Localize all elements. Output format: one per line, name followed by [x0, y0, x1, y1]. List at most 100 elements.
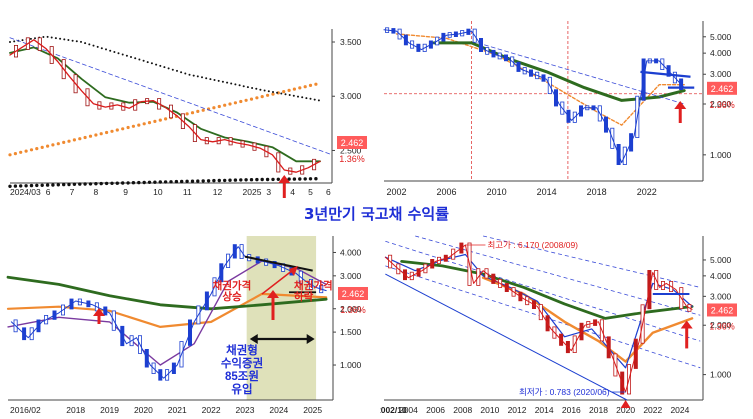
ma-long-dot	[192, 74, 195, 77]
tl-arrow-head	[278, 175, 291, 183]
ma-long-dot	[13, 40, 16, 43]
y-tick-label: 4.000	[710, 48, 732, 58]
ma-rising-dot	[271, 92, 275, 96]
period-span-right-head	[306, 334, 315, 344]
annotation-rising-price: 상승	[222, 290, 242, 303]
ma-floor-dot	[40, 183, 44, 187]
y-tick-label: 3.000	[710, 291, 732, 301]
tl-current-box	[337, 136, 367, 149]
ma-floor-dot	[137, 180, 141, 185]
ma-orange-line	[395, 33, 685, 126]
x-tick-label: 2023	[236, 405, 255, 415]
ma-long-dot	[272, 91, 274, 93]
ma-floor-dot	[244, 178, 248, 182]
ma-floor-dot	[131, 181, 136, 185]
ma-rising-dot	[153, 119, 157, 123]
ma-floor-dot	[174, 179, 179, 184]
ma-rising-dot	[46, 144, 50, 148]
chart-bottom-left-svg: 4.000 3.000 2.000 1.500 1.000 2016/02 2018 2019…	[6, 236, 368, 415]
ma-long-dot	[121, 53, 124, 56]
ma-rising-dot	[115, 128, 119, 132]
x-tick-label: 4	[290, 187, 295, 197]
ma-floor-dot	[292, 177, 297, 181]
ma-rising-dot	[303, 85, 307, 89]
ma-floor-dot	[104, 181, 109, 186]
ma-long-dot	[34, 37, 36, 40]
ma-long-dot	[134, 57, 137, 60]
channel-line-solid	[385, 273, 628, 401]
x-tick-label: 2025	[243, 187, 262, 197]
ma-floor-dot	[147, 180, 152, 184]
ma-long-dot	[155, 63, 158, 66]
ma-long-dot	[117, 52, 120, 55]
ma-floor-dot	[110, 181, 114, 185]
y-tick-label: 1.500	[340, 327, 362, 337]
ma-floor-dot	[94, 182, 98, 186]
x-tick-label: 12	[213, 187, 223, 197]
ma-long-dot	[317, 99, 320, 102]
x-tick-label: 2022	[643, 405, 662, 415]
x-tick-label: 2018	[587, 187, 607, 197]
ma-long-dot	[80, 40, 82, 43]
ma-floor-dot	[180, 179, 184, 184]
ma-long-dot	[176, 69, 178, 72]
ma-floor-dot	[308, 177, 313, 181]
tr-current-box	[707, 81, 737, 95]
ma-long-dot	[138, 58, 141, 61]
ma-rising-dot	[233, 101, 237, 105]
ma-rising-dot	[62, 140, 66, 144]
y-tick-label: 2.500	[340, 145, 362, 155]
falling-price-arrow-line	[261, 269, 294, 295]
ma-long-dot	[150, 62, 153, 65]
ma-rising-dot	[29, 148, 34, 152]
y-tick-label: 3.000	[710, 69, 732, 79]
ma-long-dot	[276, 91, 279, 94]
ma-long-dot	[226, 81, 229, 84]
ma-long-dot	[29, 37, 32, 40]
ma-long-dot	[109, 49, 112, 52]
ma-rising-dot	[255, 96, 259, 100]
ma-long-dot	[125, 54, 128, 57]
ma-floor-dot	[163, 180, 168, 184]
ma-floor-dot	[298, 177, 302, 181]
chart-top-left-svg: 3.500 3.000 2.500 2024/03 6 7 8 9 10 11 12 2025 3 4 5 6…	[8, 29, 367, 198]
bl-arrow-head	[267, 290, 279, 298]
ma-floor-dot	[67, 182, 71, 187]
ma-long-line	[6, 275, 328, 311]
ma-long-dot	[63, 38, 66, 41]
br-current-box	[707, 303, 737, 317]
ma-long-dot	[213, 79, 216, 81]
ma-rising-dot	[142, 122, 146, 126]
ma-rising-dot	[88, 134, 93, 138]
x-tick-label: 2008	[453, 405, 472, 415]
ma-floor-dot	[8, 184, 12, 188]
x-tick-label: 11	[183, 187, 192, 197]
ma-long-dot	[238, 84, 241, 87]
trend-line	[477, 42, 685, 105]
ma-long-dot	[209, 78, 212, 81]
br-current-value-label: 2.462	[711, 305, 734, 315]
chart-top-right-svg: 5.000 4.000 3.000 2.000 1.000 2002 2006 2010 201…	[383, 21, 737, 197]
ma-rising-dot	[105, 130, 109, 135]
period-span-left-head	[249, 334, 258, 344]
ma-long-line	[400, 259, 694, 320]
ma-long-dot	[180, 71, 183, 74]
ma-long-dot	[159, 64, 162, 67]
ma-orange-line	[6, 292, 328, 329]
y-tick-label: 5.000	[710, 32, 732, 42]
tr-arrow-head	[674, 101, 687, 110]
ma-rising-dot	[217, 104, 221, 109]
ma-long-dot	[242, 85, 245, 88]
x-tick-label: 2006	[426, 405, 445, 415]
ma-floor-dot	[35, 183, 39, 188]
ma-long-dot	[196, 75, 199, 78]
y-tick-label: 2.000	[710, 99, 732, 109]
ma-rising-dot	[282, 90, 286, 94]
ma-long-dot	[54, 37, 57, 40]
page-title: 3년만기 국고채 수익률	[303, 205, 450, 223]
low-marker	[620, 400, 631, 409]
ma-short-line	[9, 46, 322, 163]
ma-rising-dot	[185, 112, 189, 116]
tr-current-value-label: 2.462	[711, 84, 734, 94]
annotation-inflow: 수익증권	[221, 357, 263, 370]
